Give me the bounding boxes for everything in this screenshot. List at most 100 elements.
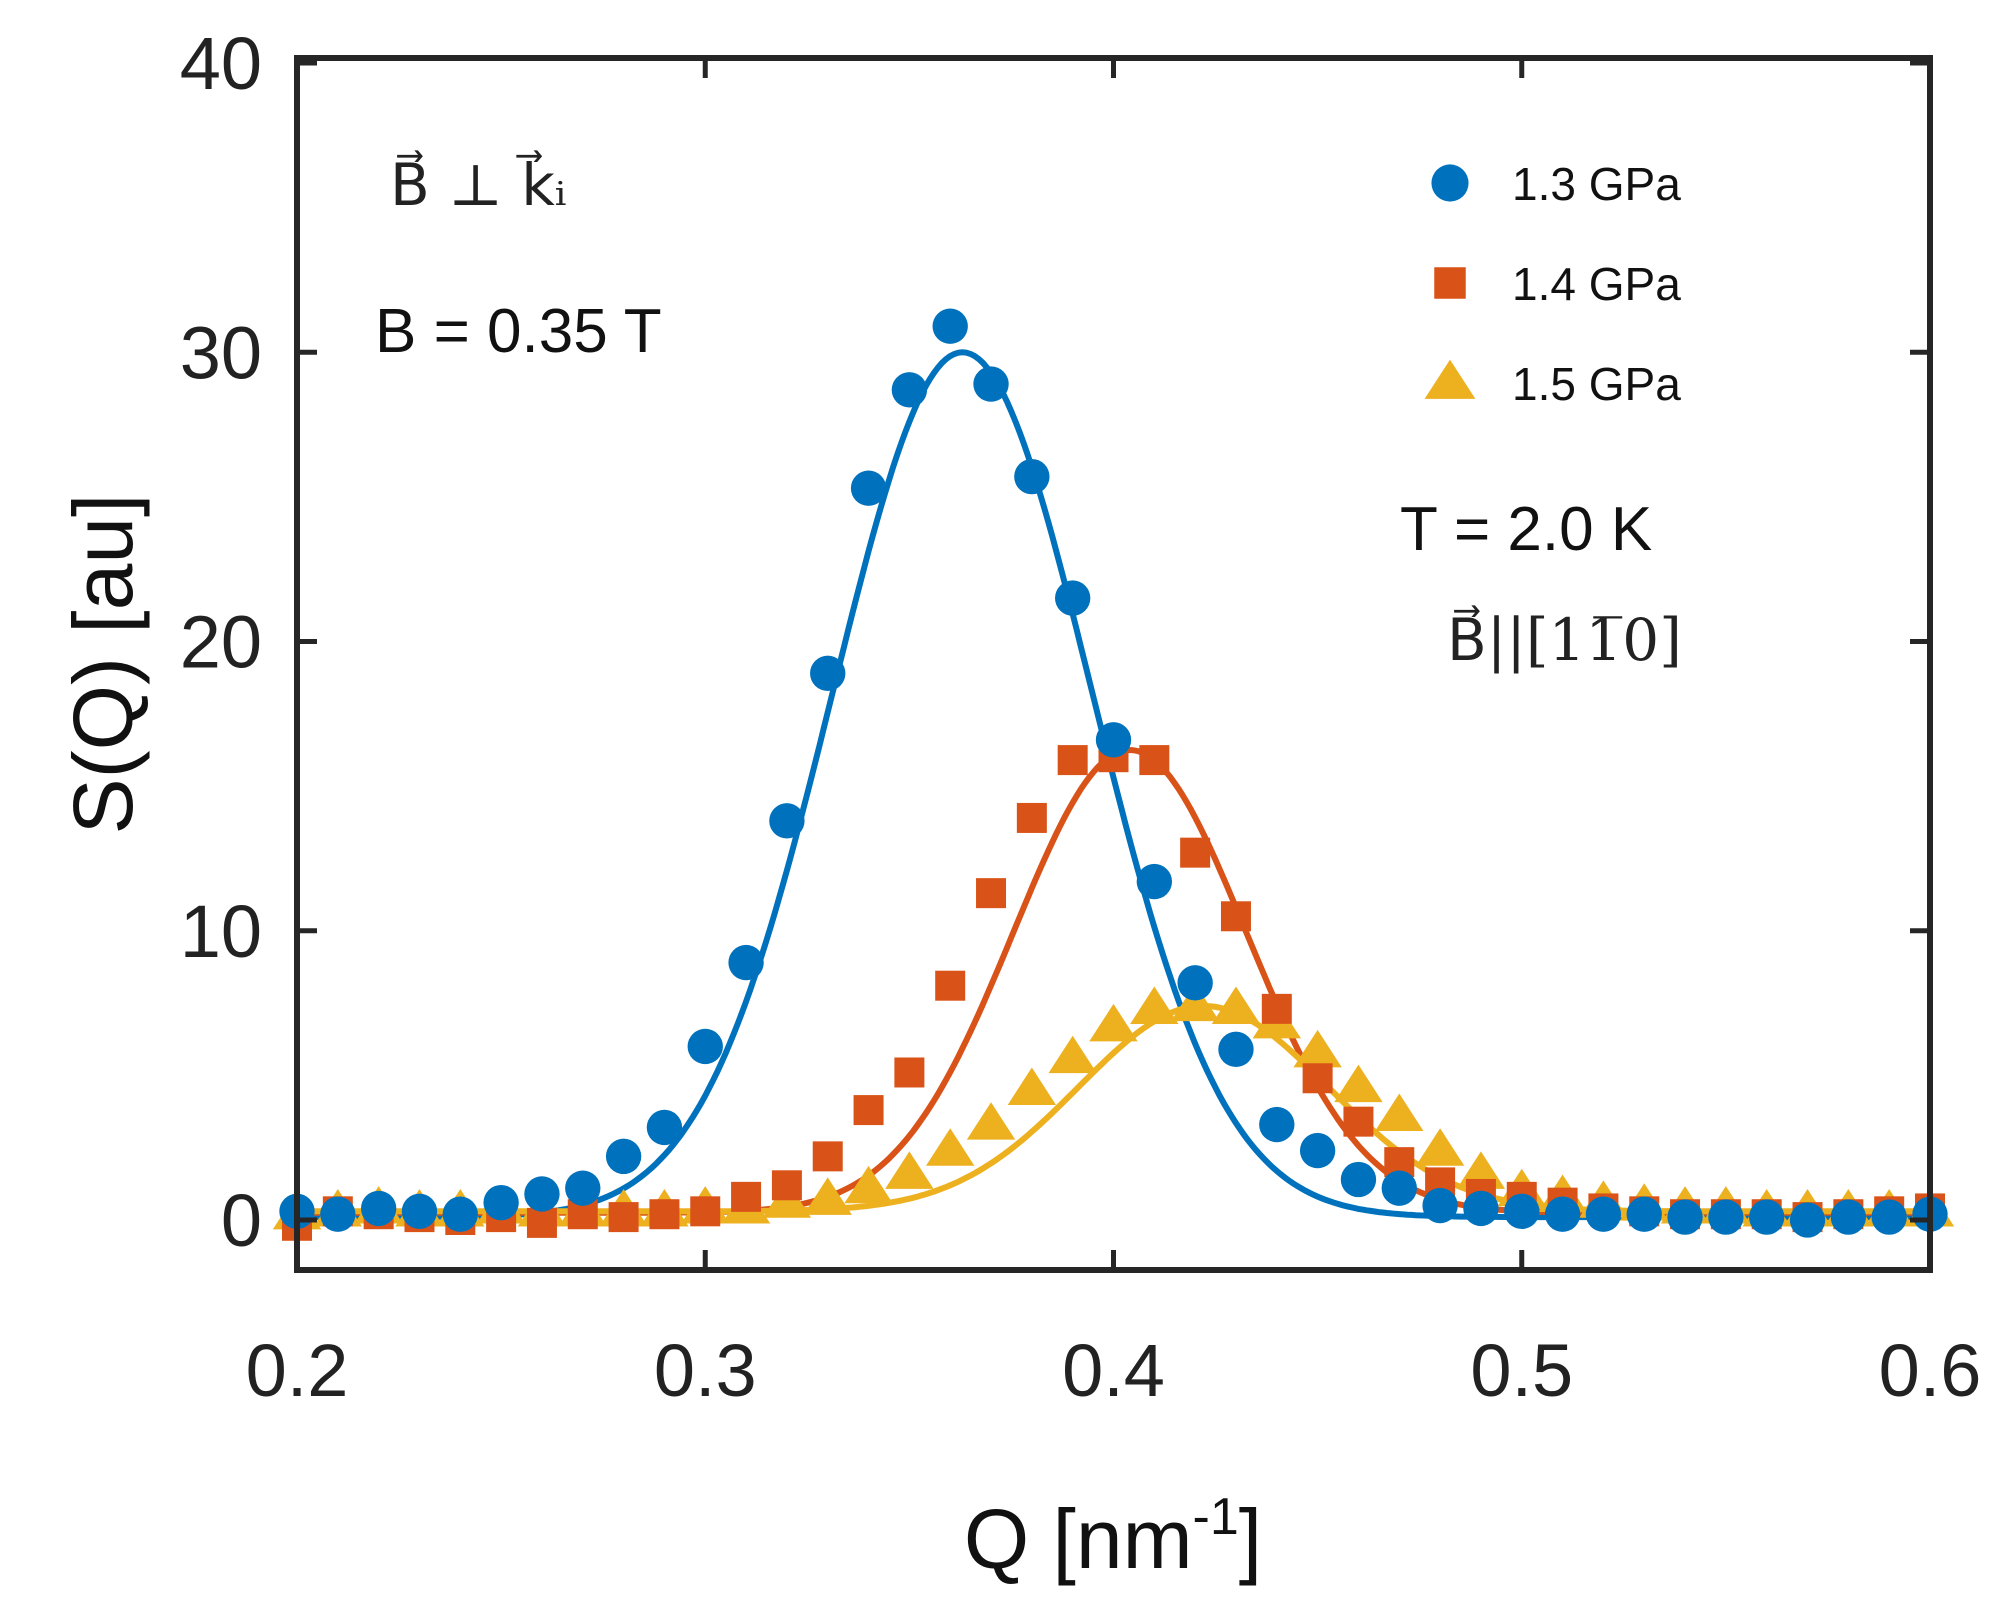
data-point (1504, 1193, 1540, 1230)
plot-frame (294, 55, 1933, 1273)
data-point (1830, 1199, 1867, 1235)
data-point (769, 803, 805, 839)
data-point (891, 372, 928, 408)
data-point (1089, 1003, 1138, 1042)
data-point (1218, 1031, 1254, 1068)
data-point (1334, 1064, 1383, 1103)
data-point (853, 1095, 884, 1126)
data-point (803, 1177, 852, 1215)
data-point (649, 1199, 680, 1230)
orientation-annotation: B⃗||[11̅0] (1447, 604, 1682, 674)
data-point (1177, 965, 1213, 1001)
data-point (1170, 983, 1220, 1022)
fit-curve-1.3-gpa (297, 349, 1930, 1221)
data-point (360, 1190, 397, 1227)
x-tick-labels: 0.2 0.3 0.4 0.5 0.6 (246, 1329, 1982, 1412)
data-point (935, 970, 966, 1001)
data-point (608, 1202, 639, 1233)
x-axis-title-end: ] (1239, 1492, 1262, 1586)
data-point (526, 1207, 557, 1238)
legend-label: 1.4 GPa (1512, 258, 1681, 310)
data-point (1749, 1199, 1785, 1235)
data-point (1139, 745, 1170, 776)
data-point (1016, 802, 1047, 833)
data-point (483, 1184, 519, 1221)
data-point (731, 1181, 762, 1212)
y-tick-label: 10 (180, 890, 262, 973)
data-point (442, 1196, 478, 1232)
data-point (1095, 722, 1132, 758)
x-tick-label: 0.6 (1879, 1329, 1982, 1412)
x-axis-title-main: Q [nm (964, 1492, 1193, 1586)
data-point (771, 1170, 802, 1201)
data-markers (272, 308, 1955, 1241)
data-point (844, 1165, 893, 1204)
data-point (1544, 1196, 1581, 1232)
y-tick-labels: 0 10 20 30 40 (180, 22, 262, 1262)
temperature-annotation: T = 2.0 K (1400, 495, 1652, 564)
legend: 1.3 GPa 1.4 GPa 1.5 GPa (1424, 158, 1681, 410)
x-tick-label: 0.4 (1062, 1329, 1165, 1412)
data-point (850, 470, 887, 506)
data-point (1259, 1106, 1295, 1143)
data-point (1343, 1106, 1374, 1137)
data-point (894, 1057, 925, 1088)
data-point (1014, 458, 1050, 495)
data-point (1708, 1199, 1744, 1235)
y-tick-label: 0 (221, 1179, 262, 1262)
data-point (524, 1176, 560, 1212)
data-point (932, 308, 968, 344)
data-point (1667, 1199, 1703, 1235)
legend-marker (1434, 267, 1466, 299)
data-point (1211, 986, 1261, 1024)
data-point (1585, 1196, 1622, 1232)
data-point (1130, 986, 1179, 1024)
data-point (812, 1141, 843, 1172)
legend-label: 1.5 GPa (1512, 358, 1681, 410)
data-point (966, 1102, 1016, 1140)
data-point (1375, 1093, 1424, 1131)
data-point (1789, 1202, 1826, 1238)
data-point (1180, 837, 1211, 868)
legend-entry: 1.3 GPa (1431, 158, 1681, 210)
data-point (646, 1109, 683, 1146)
data-point (1057, 745, 1088, 776)
legend-entry: 1.5 GPa (1424, 358, 1681, 410)
x-tick-label: 0.3 (654, 1329, 757, 1412)
data-point (973, 366, 1009, 402)
series-1.3-gpa (279, 308, 1948, 1238)
data-point (605, 1138, 642, 1175)
legend-entry: 1.4 GPa (1434, 258, 1681, 310)
data-point (1299, 1132, 1336, 1169)
y-tick-label: 20 (180, 601, 262, 684)
data-point (687, 1028, 723, 1065)
data-point (728, 944, 764, 981)
data-point (1220, 901, 1251, 932)
data-point (976, 878, 1007, 909)
y-tick-label: 40 (180, 22, 262, 105)
field-annotation: B = 0.35 T (375, 297, 662, 366)
geometry-annotation: B⃗ ⊥ k⃗ᵢ (390, 149, 566, 219)
x-tick-label: 0.2 (246, 1329, 349, 1412)
x-axis-title-sup: -1 (1193, 1488, 1239, 1546)
data-point (1048, 1035, 1097, 1074)
data-point (1302, 1063, 1333, 1094)
axis-ticks (294, 58, 1933, 1270)
data-point (1261, 993, 1292, 1024)
data-point (690, 1196, 721, 1227)
series-1.4-gpa (282, 742, 1945, 1241)
data-point (1340, 1161, 1377, 1198)
data-point (1381, 1170, 1417, 1206)
data-point (1626, 1196, 1662, 1232)
fit-curves (297, 349, 1930, 1221)
legend-marker (1431, 164, 1469, 202)
data-point (926, 1128, 975, 1166)
data-point (565, 1170, 601, 1206)
data-point (1871, 1199, 1907, 1235)
x-axis-title: Q [nm-1] (964, 1488, 1262, 1586)
data-point (1415, 1128, 1465, 1166)
data-point (1007, 1067, 1057, 1105)
x-tick-label: 0.5 (1470, 1329, 1573, 1412)
data-point (885, 1151, 934, 1189)
